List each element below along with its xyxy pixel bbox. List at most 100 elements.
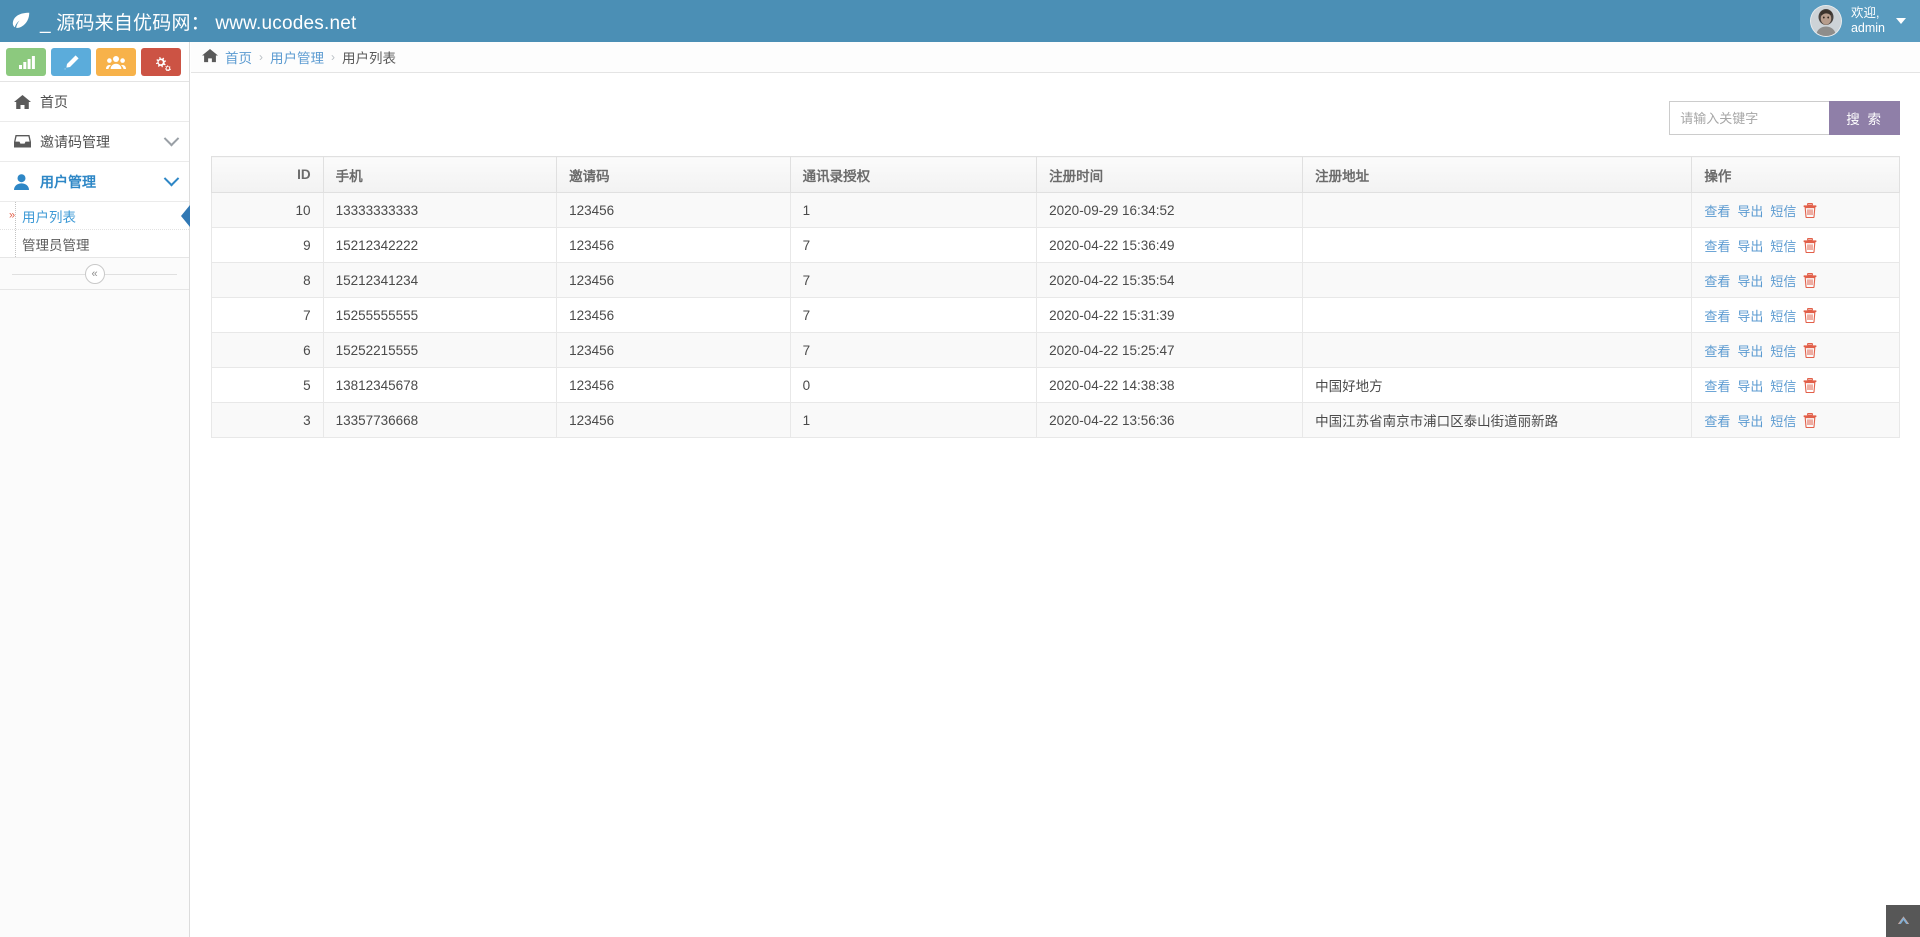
column-header-contacts-auth: 通讯录授权 [789,156,1038,193]
chevron-down-icon[interactable] [1896,18,1906,24]
operations-group: 查看 导出 短信 [1704,201,1887,220]
sms-link[interactable]: 短信 [1770,378,1797,394]
table-body: 10 13333333333 123456 1 2020-09-29 16:34:52 查… [211,192,1900,438]
view-link[interactable]: 查看 [1704,203,1731,219]
leaf-icon [10,10,32,32]
quick-button-users[interactable] [96,48,136,76]
view-link[interactable]: 查看 [1704,413,1731,429]
breadcrumb: 首页 › 用户管理 › 用户列表 [191,42,1920,73]
breadcrumb-item-home[interactable]: 首页 [225,51,252,66]
view-link[interactable]: 查看 [1704,238,1731,254]
view-link[interactable]: 查看 [1704,308,1731,324]
trash-icon[interactable] [1803,377,1817,393]
sms-link[interactable]: 短信 [1770,238,1797,254]
quick-button-bar-chart[interactable] [6,48,46,76]
main-content: 首页 › 用户管理 › 用户列表 搜 索 ID 手机 邀请码 通讯录授权 注册时… [191,42,1920,937]
export-link[interactable]: 导出 [1737,238,1764,254]
chevron-down-icon[interactable] [163,170,180,187]
cell-phone: 13812345678 [322,367,558,403]
sms-link[interactable]: 短信 [1770,413,1797,429]
cell-phone: 15252215555 [322,332,558,368]
quick-button-edit[interactable] [51,48,91,76]
quick-button-settings[interactable] [141,48,181,76]
export-link[interactable]: 导出 [1737,308,1764,324]
cell-id: 7 [211,297,324,333]
gears-icon [152,54,171,71]
cell-contacts-auth: 7 [789,262,1038,298]
trash-icon[interactable] [1803,307,1817,323]
export-link[interactable]: 导出 [1737,273,1764,289]
sidebar-collapse-button[interactable]: « [84,263,105,284]
sidebar-item-home[interactable]: 首页 [0,82,189,122]
quick-action-buttons [0,42,189,82]
cell-invite-code: 123456 [556,297,791,333]
cell-operations: 查看 导出 短信 [1691,332,1900,368]
cell-invite-code: 123456 [556,227,791,263]
sms-link[interactable]: 短信 [1770,203,1797,219]
table-row: 7 15255555555 123456 7 2020-04-22 15:31:39 查看… [211,297,1900,333]
column-header-phone: 手机 [322,156,558,193]
view-link[interactable]: 查看 [1704,273,1731,289]
user-name: admin [1850,21,1885,35]
breadcrumb-item-user-management[interactable]: 用户管理 [270,51,324,66]
cell-register-address: 中国好地方 [1302,367,1693,403]
export-link[interactable]: 导出 [1737,203,1764,219]
table-row: 10 13333333333 123456 1 2020-09-29 16:34:52 查… [211,192,1900,228]
cell-operations: 查看 导出 短信 [1691,402,1900,438]
cell-id: 9 [211,227,324,263]
sidebar-item-user-management-label: 用户管理 [40,173,96,190]
tree-line [15,230,16,257]
cell-contacts-auth: 1 [789,192,1038,228]
user-table: ID 手机 邀请码 通讯录授权 注册时间 注册地址 操作 10 133333333… [211,156,1900,438]
export-link[interactable]: 导出 [1737,378,1764,394]
cell-register-address [1302,332,1693,368]
cell-id: 5 [211,367,324,403]
search-input[interactable] [1669,101,1830,135]
cell-phone: 15212341234 [322,262,558,298]
cell-contacts-auth: 7 [789,332,1038,368]
user-label: 欢迎, admin [1851,6,1885,36]
cell-operations: 查看 导出 短信 [1691,262,1900,298]
bar-chart-icon [18,55,35,70]
column-header-operations: 操作 [1691,156,1900,193]
sms-link[interactable]: 短信 [1770,343,1797,359]
cell-register-time: 2020-09-29 16:34:52 [1036,192,1304,228]
active-indicator-arrow [181,204,190,227]
trash-icon[interactable] [1803,202,1817,218]
trash-icon[interactable] [1803,272,1817,288]
chevron-down-icon[interactable] [163,130,180,147]
sidebar-item-invite-codes[interactable]: 邀请码管理 [0,122,189,162]
table-header-row: ID 手机 邀请码 通讯录授权 注册时间 注册地址 操作 [211,156,1900,193]
export-link[interactable]: 导出 [1737,413,1764,429]
cell-operations: 查看 导出 短信 [1691,367,1900,403]
view-link[interactable]: 查看 [1704,378,1731,394]
sidebar-item-user-list[interactable]: » 用户列表 [0,202,190,230]
content-area: 搜 索 ID 手机 邀请码 通讯录授权 注册时间 注册地址 操作 1013333… [191,73,1920,438]
user-menu[interactable]: 欢迎, admin [1799,0,1920,42]
trash-icon[interactable] [1803,237,1817,253]
view-link[interactable]: 查看 [1704,343,1731,359]
brand: _ 源码来自优码网： www.ucodes.net [0,8,356,35]
cell-invite-code: 123456 [556,402,791,438]
cell-operations: 查看 导出 短信 [1691,227,1900,263]
sidebar-item-user-management[interactable]: 用户管理 [0,162,189,202]
cell-register-time: 2020-04-22 14:38:38 [1036,367,1304,403]
sidebar-item-admin-management[interactable]: 管理员管理 [0,230,189,258]
sidebar-item-invite-codes-label: 邀请码管理 [40,133,110,150]
sms-link[interactable]: 短信 [1770,308,1797,324]
table-row: 6 15252215555 123456 7 2020-04-22 15:25:47 查看… [211,332,1900,368]
trash-icon[interactable] [1803,342,1817,358]
cell-register-address [1302,192,1693,228]
search-button[interactable]: 搜 索 [1829,101,1900,135]
export-link[interactable]: 导出 [1737,343,1764,359]
sms-link[interactable]: 短信 [1770,273,1797,289]
scroll-to-top-button[interactable] [1886,905,1920,937]
table-row: 8 15212341234 123456 7 2020-04-22 15:35:54 查看… [211,262,1900,298]
operations-group: 查看 导出 短信 [1704,306,1887,325]
cell-contacts-auth: 7 [789,227,1038,263]
operations-group: 查看 导出 短信 [1704,271,1887,290]
cell-invite-code: 123456 [556,332,791,368]
cell-contacts-auth: 1 [789,402,1038,438]
trash-icon[interactable] [1803,412,1817,428]
table-row: 9 15212342222 123456 7 2020-04-22 15:36:49 查看… [211,227,1900,263]
